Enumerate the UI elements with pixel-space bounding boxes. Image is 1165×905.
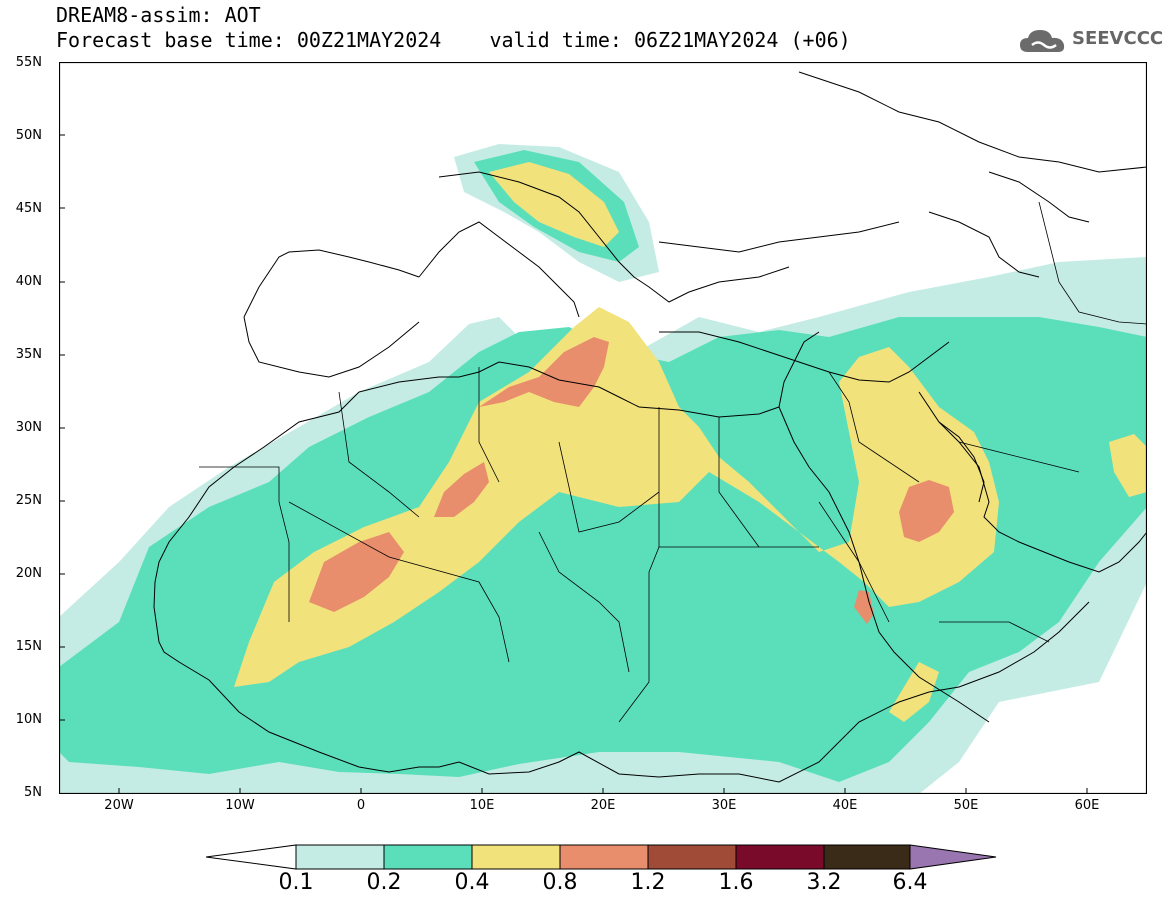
lon-label: 30E (711, 798, 737, 813)
aot-map (59, 62, 1147, 794)
forecast-time-info: Forecast base time: 00Z21MAY2024 valid t… (56, 28, 851, 52)
colorbar-label: 0.4 (454, 870, 490, 895)
lon-label: 20E (590, 798, 616, 813)
lat-label: 55N (15, 55, 42, 70)
lat-label: 30N (15, 420, 42, 435)
aot-colorbar (206, 844, 997, 870)
lat-label: 45N (15, 201, 42, 216)
lon-label: 10E (469, 798, 495, 813)
lat-label: 50N (15, 128, 42, 143)
coastlines (153, 71, 1147, 783)
colorbar-label: 0.2 (366, 870, 402, 895)
lon-label: 0 (356, 798, 366, 813)
colorbar-label: 1.2 (630, 870, 666, 895)
lon-label: 40E (832, 798, 858, 813)
lon-label: 10W (225, 798, 255, 813)
colorbar-label: 0.8 (542, 870, 578, 895)
lat-label: 15N (15, 639, 42, 654)
lat-label: 35N (15, 347, 42, 362)
lat-label: 5N (24, 785, 42, 800)
colorbar-label: 3.2 (806, 870, 842, 895)
lon-label: 50E (953, 798, 979, 813)
lon-label: 60E (1074, 798, 1100, 813)
cloud-logo-icon (1020, 30, 1065, 52)
colorbar-label: 6.4 (892, 870, 928, 895)
lon-label: 20W (104, 798, 134, 813)
map-title: DREAM8-assim: AOT (56, 3, 261, 27)
lat-label: 40N (15, 274, 42, 289)
colorbar-label: 1.6 (718, 870, 754, 895)
lat-label: 20N (15, 566, 42, 581)
brand-logo: SEEVCCC (1018, 26, 1163, 56)
colorbar-label: 0.1 (278, 870, 314, 895)
lat-label: 10N (15, 712, 42, 727)
country-borders (199, 201, 1147, 723)
lat-label: 25N (15, 493, 42, 508)
brand-name: SEEVCCC (1072, 28, 1164, 49)
map-border (59, 62, 1147, 794)
